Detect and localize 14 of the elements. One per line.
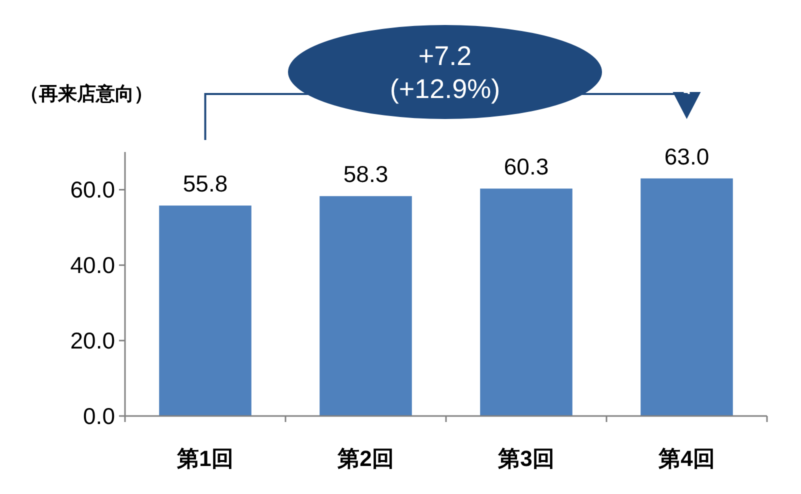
data-label: 55.8 xyxy=(182,170,228,197)
x-tick-label: 第4回 xyxy=(658,446,715,471)
data-label: 60.3 xyxy=(504,154,549,180)
x-tick-label: 第2回 xyxy=(336,446,394,471)
data-label: 58.3 xyxy=(343,161,388,188)
y-tick-label: 0.0 xyxy=(83,403,115,429)
data-label: 63.0 xyxy=(664,143,710,170)
y-tick-label: 60.0 xyxy=(70,176,115,203)
y-tick-label: 20.0 xyxy=(70,328,115,354)
y-tick-label: 40.0 xyxy=(70,252,115,278)
text: +7.2 (+12.9%) xyxy=(390,41,500,104)
x-tick-label: 第3回 xyxy=(497,446,554,471)
x-tick-label: 第1回 xyxy=(176,446,234,471)
y-axis-title: （再来店意向） xyxy=(20,83,153,105)
